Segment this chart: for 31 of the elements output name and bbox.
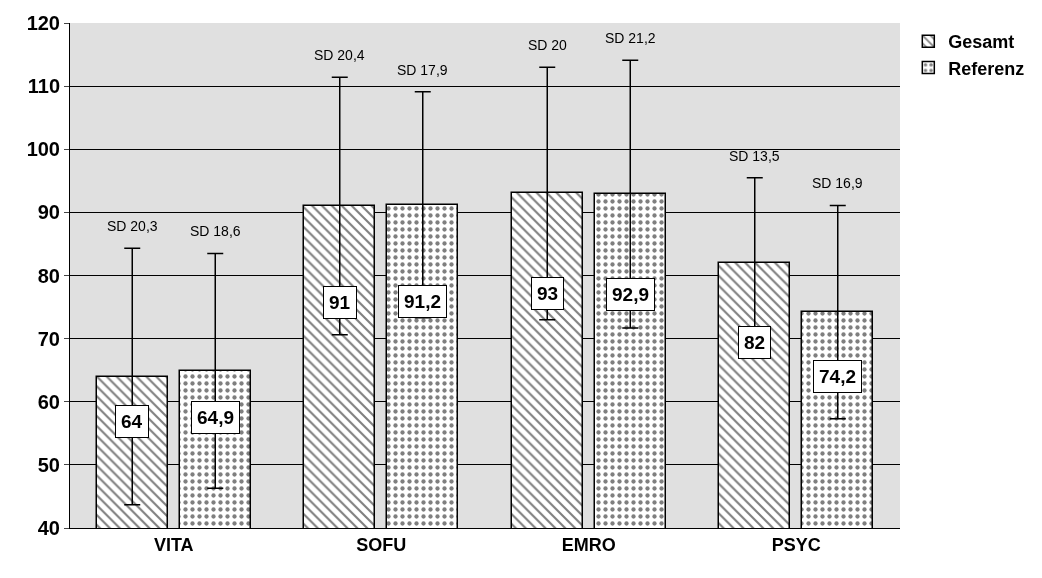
annotation: SD 21,2: [605, 30, 656, 46]
data-label: 64,9: [197, 407, 234, 428]
x-tick-label: EMRO: [561, 534, 616, 555]
data-label: 82: [744, 332, 766, 353]
annotation: SD 18,6: [190, 223, 241, 239]
annotation: SD 20,4: [314, 47, 365, 63]
data-label: 74,2: [819, 366, 856, 387]
y-tick-label: 120: [26, 12, 60, 34]
data-label: 91,2: [404, 291, 441, 312]
y-tick-label: 110: [27, 75, 60, 98]
data-label: 91: [329, 292, 351, 313]
annotation: SD 20: [528, 37, 568, 53]
y-tick-label: 60: [37, 390, 60, 413]
y-tick-label: 40: [37, 517, 60, 539]
y-tick-label: 50: [37, 453, 60, 476]
y-tick-label: 90: [37, 201, 60, 224]
y-tick-label: 100: [26, 138, 60, 161]
y-tick-label: 80: [37, 264, 60, 287]
data-label: 93: [537, 283, 559, 304]
data-label: 64: [121, 411, 143, 432]
y-tick-label: 70: [37, 327, 60, 350]
x-tick-label: VITA: [153, 534, 194, 555]
annotation: SD 17,9: [397, 62, 448, 78]
x-tick-label: SOFU: [356, 534, 407, 555]
text: Referenz: [948, 58, 1025, 79]
annotation: SD 13,5: [729, 148, 780, 164]
data-label: 92,9: [612, 284, 649, 305]
annotation: SD 16,9: [812, 175, 863, 191]
text: Gesamt: [948, 32, 1015, 53]
annotation: SD 20,3: [107, 218, 158, 234]
x-tick-label: PSYC: [771, 534, 821, 555]
